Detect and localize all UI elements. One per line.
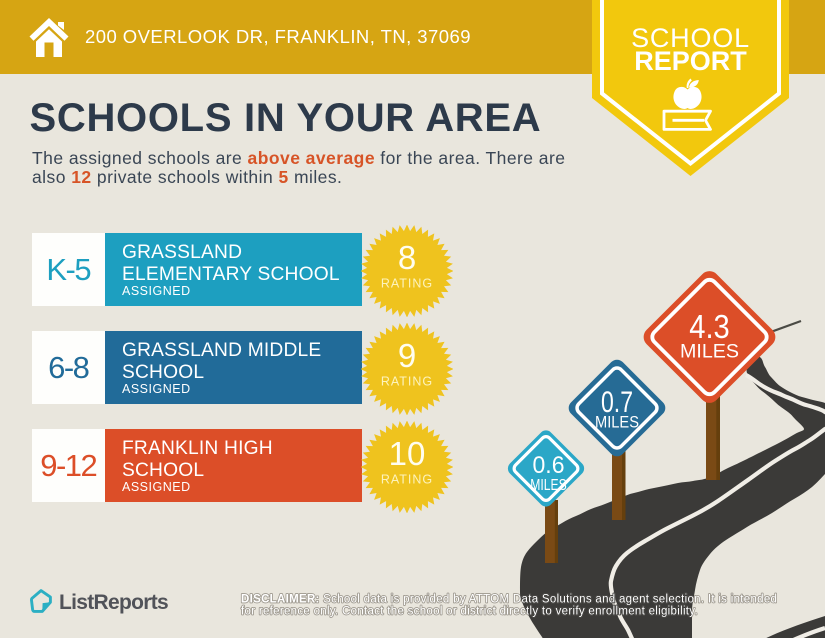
svg-text:DISCLAIMER: School data is pro: DISCLAIMER: School data is provided by A… — [241, 594, 777, 606]
svg-text:MILES: MILES — [680, 342, 739, 363]
svg-text:8: 8 — [398, 239, 416, 276]
svg-text:10: 10 — [389, 435, 426, 472]
svg-text:4.3: 4.3 — [689, 308, 730, 345]
svg-text:RATING: RATING — [381, 277, 433, 291]
svg-text:RATING: RATING — [381, 375, 433, 389]
svg-text:MILES: MILES — [530, 477, 567, 494]
svg-text:MILES: MILES — [595, 413, 639, 432]
svg-text:for reference only. Contact th: for reference only. Contact the school o… — [241, 606, 698, 618]
svg-text:REPORT: REPORT — [634, 46, 747, 76]
svg-text:SCHOOL: SCHOOL — [631, 23, 750, 53]
svg-text:for reference only. Contact th: for reference only. Contact the school o… — [241, 606, 698, 618]
svg-text:0.6: 0.6 — [533, 452, 565, 479]
svg-text:RATING: RATING — [381, 473, 433, 487]
svg-text:0.7: 0.7 — [601, 386, 633, 419]
svg-text:9: 9 — [398, 337, 416, 374]
